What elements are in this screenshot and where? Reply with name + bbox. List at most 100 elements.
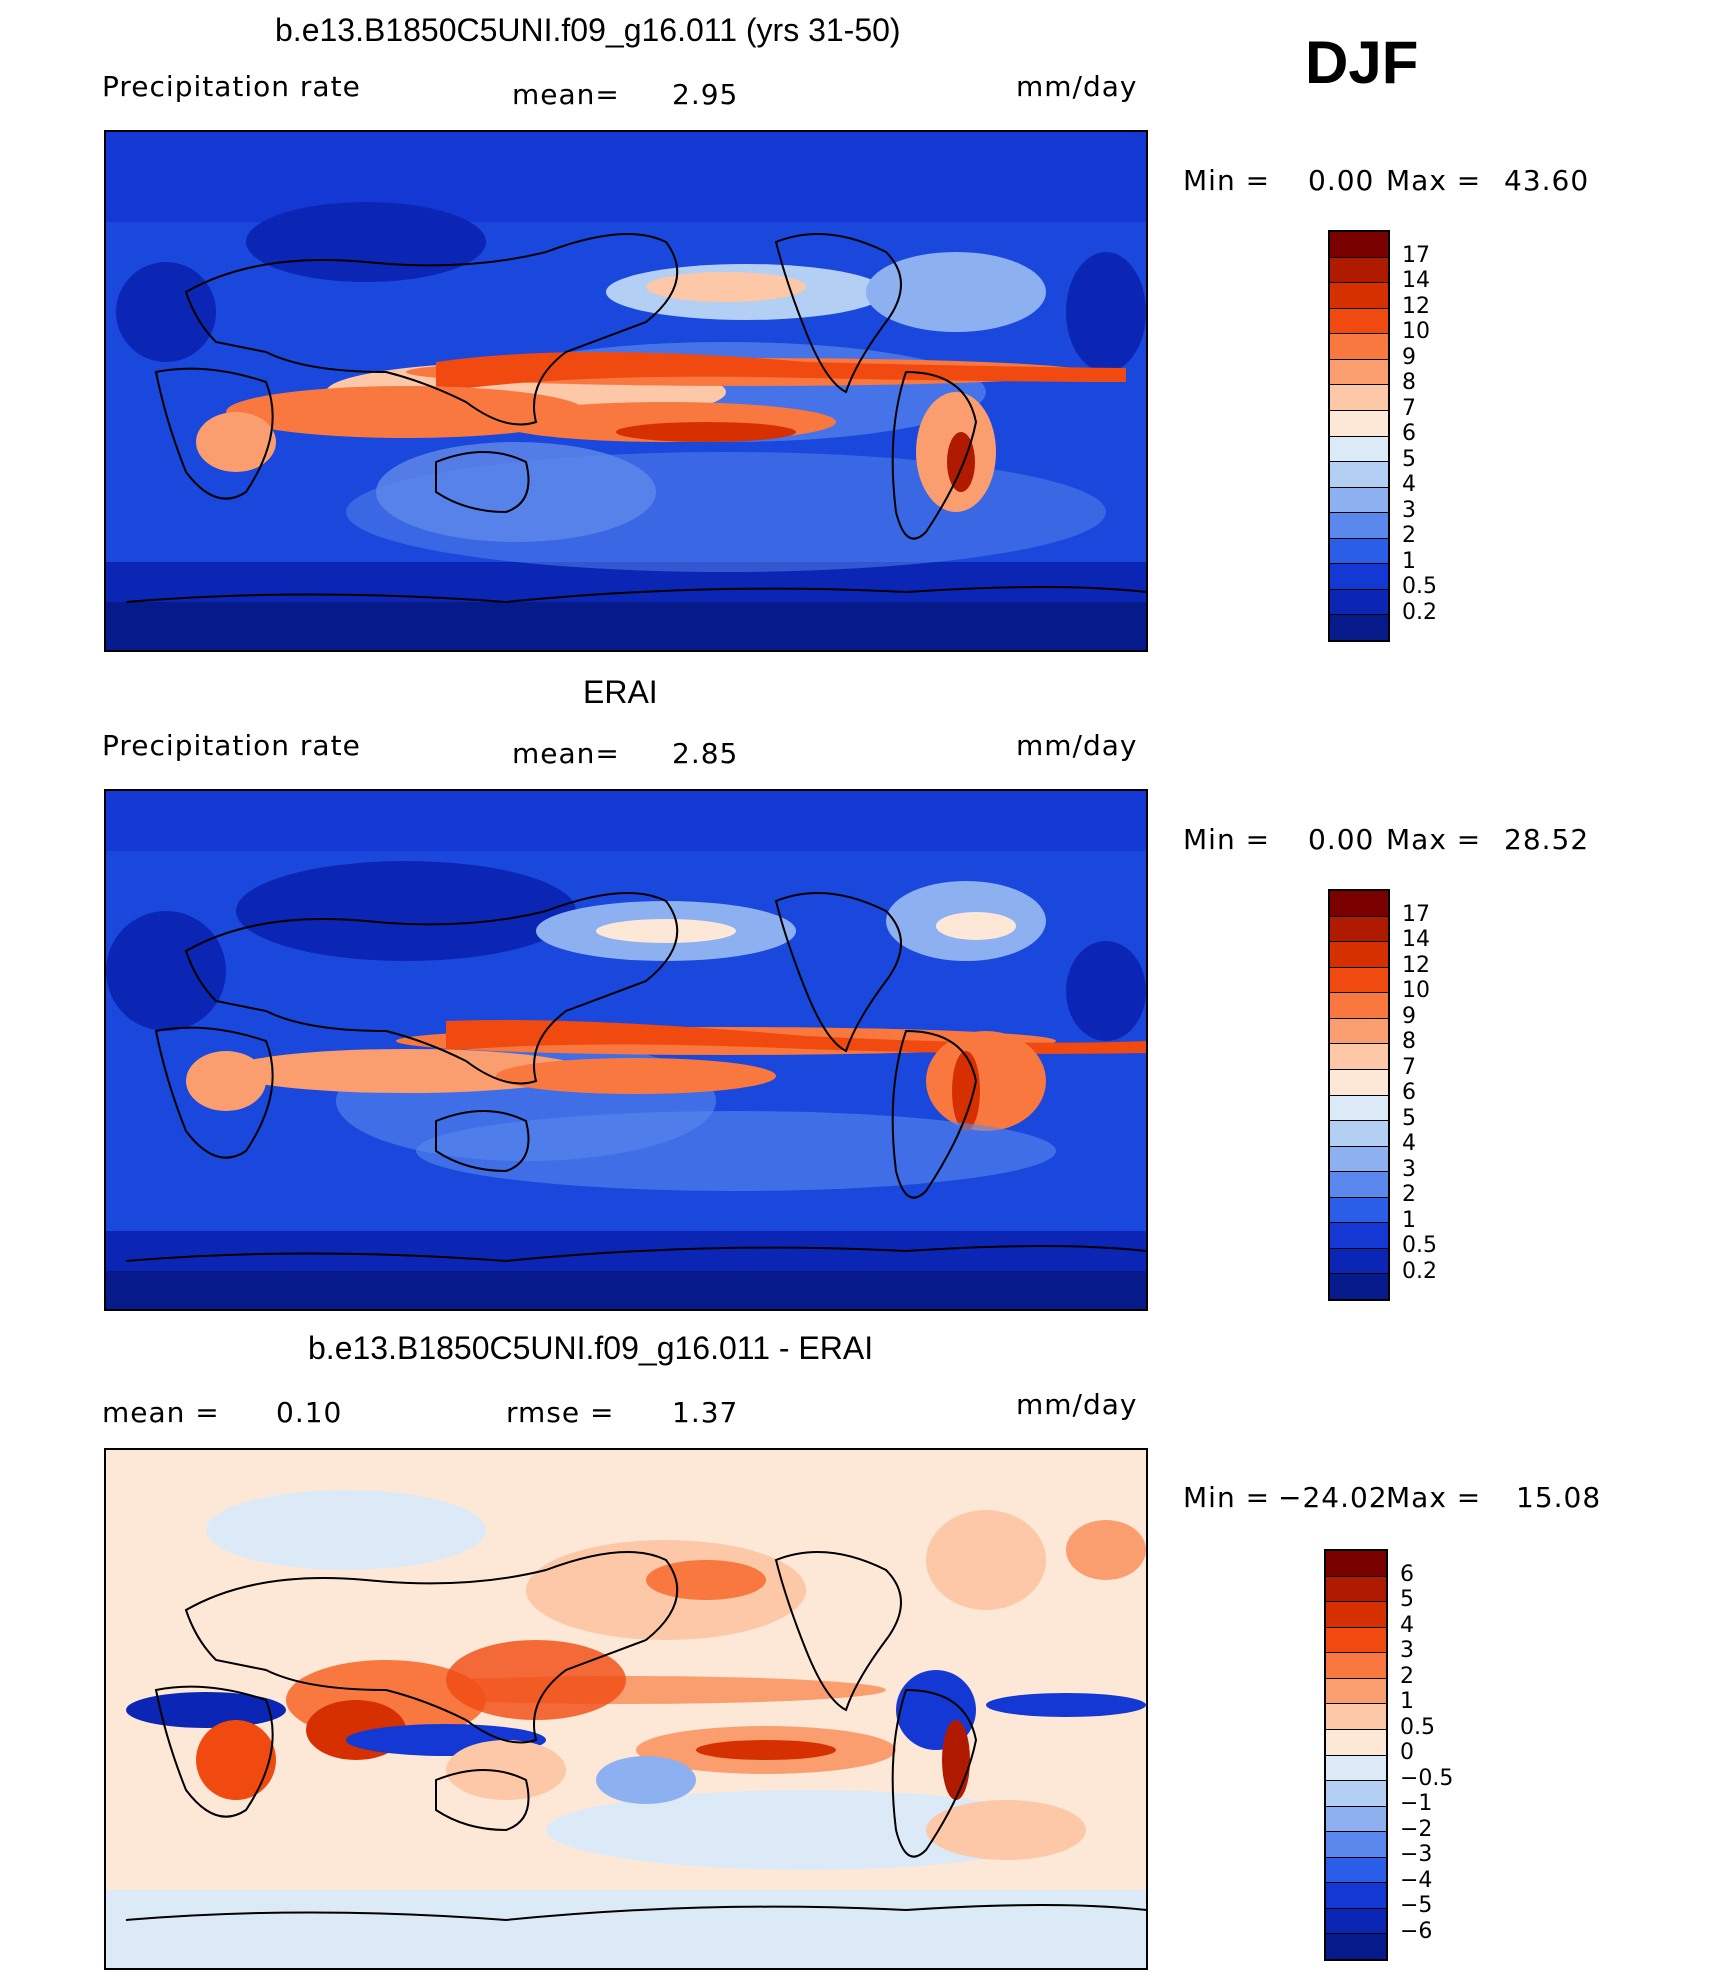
colorbar-segment <box>1330 538 1388 565</box>
panel1-map <box>104 130 1148 652</box>
colorbar-tick-label: 1 <box>1400 1689 1414 1714</box>
colorbar-segment <box>1330 1095 1388 1122</box>
colorbar-segment <box>1330 1069 1388 1096</box>
panel3-min-label: Min = <box>1183 1481 1271 1514</box>
colorbar-segment <box>1326 1627 1386 1654</box>
colorbar-tick-label: 5 <box>1400 1587 1414 1612</box>
colorbar-segment <box>1330 385 1388 411</box>
colorbar-segment <box>1330 1197 1388 1224</box>
panel3-mean-label: mean = <box>102 1396 220 1429</box>
colorbar-segment <box>1330 615 1388 640</box>
colorbar-segment <box>1330 257 1388 284</box>
colorbar-tick-label: 6 <box>1402 1080 1416 1105</box>
colorbar-tick-label: 0.5 <box>1402 1233 1437 1258</box>
colorbar-tick-label: 1 <box>1402 548 1416 574</box>
colorbar-tick-label: 14 <box>1402 268 1430 293</box>
colorbar-tick-label: 8 <box>1402 1029 1416 1054</box>
panel2-mean-label: mean= <box>512 737 620 770</box>
panel3-rmse-label: rmse = <box>506 1396 615 1429</box>
colorbar-segment <box>1330 1044 1388 1070</box>
panel3-units: mm/day <box>1016 1388 1138 1421</box>
colorbar-tick-label: 10 <box>1402 978 1430 1003</box>
panel3-max-value: 15.08 <box>1516 1481 1602 1514</box>
colorbar-segment <box>1330 916 1388 943</box>
colorbar-segment <box>1330 564 1388 590</box>
panel1-colorbar <box>1328 230 1390 642</box>
colorbar-segment <box>1330 436 1388 463</box>
panel1-title: b.e13.B1850C5UNI.f09_g16.011 (yrs 31-50) <box>275 12 901 48</box>
colorbar-segment <box>1330 1146 1388 1173</box>
colorbar-segment <box>1330 589 1388 616</box>
colorbar-segment <box>1330 1248 1388 1275</box>
colorbar-tick-label: −1 <box>1400 1791 1433 1816</box>
colorbar-tick-label: 10 <box>1402 319 1430 344</box>
colorbar-segment <box>1326 1781 1386 1807</box>
colorbar-tick-label: −5 <box>1400 1893 1433 1918</box>
colorbar-segment <box>1330 283 1388 309</box>
panel1-variable: Precipitation rate <box>102 70 361 103</box>
panel2-min-value: 0.00 <box>1308 823 1375 856</box>
colorbar-tick-label: 8 <box>1402 370 1416 395</box>
colorbar-segment <box>1326 1806 1386 1833</box>
colorbar-segment <box>1330 334 1388 360</box>
colorbar-segment <box>1326 1832 1386 1858</box>
colorbar-segment <box>1330 462 1388 488</box>
panel2-max-value: 28.52 <box>1504 823 1590 856</box>
colorbar-segment <box>1330 967 1388 994</box>
panel2-map <box>104 789 1148 1311</box>
colorbar-tick-label: 0.2 <box>1402 1258 1437 1284</box>
panel3-map <box>104 1448 1148 1970</box>
colorbar-tick-label: 0.5 <box>1400 1714 1435 1740</box>
colorbar-segment <box>1326 1704 1386 1730</box>
colorbar-segment <box>1326 1653 1386 1679</box>
panel3-mean-value: 0.10 <box>276 1396 343 1429</box>
colorbar-segment <box>1326 1755 1386 1782</box>
panel2-max-label: Max = <box>1386 823 1482 856</box>
colorbar-tick-label: 17 <box>1402 901 1430 927</box>
colorbar-segment <box>1330 487 1388 514</box>
colorbar-tick-label: 4 <box>1400 1612 1414 1638</box>
colorbar-segment <box>1326 1551 1386 1577</box>
panel2-mean-value: 2.85 <box>672 737 739 770</box>
colorbar-tick-label: 3 <box>1400 1638 1414 1663</box>
colorbar-tick-label: 6 <box>1402 421 1416 446</box>
colorbar-segment <box>1330 993 1388 1019</box>
colorbar-segment <box>1326 1729 1386 1756</box>
panel3-colorbar <box>1324 1549 1388 1961</box>
colorbar-segment <box>1330 1274 1388 1299</box>
colorbar-tick-label: 7 <box>1402 395 1416 421</box>
panel3-title: b.e13.B1850C5UNI.f09_g16.011 - ERAI <box>308 1330 874 1366</box>
colorbar-tick-label: 14 <box>1402 927 1430 952</box>
colorbar-tick-label: −6 <box>1400 1918 1433 1944</box>
colorbar-tick-label: 5 <box>1402 1105 1416 1131</box>
colorbar-tick-label: 6 <box>1400 1561 1414 1587</box>
colorbar-segment <box>1330 513 1388 539</box>
panel2-title: ERAI <box>583 674 658 710</box>
panel2-units: mm/day <box>1016 729 1138 762</box>
panel1-min-label: Min = <box>1183 164 1271 197</box>
colorbar-segment <box>1330 1172 1388 1198</box>
panel3-rmse-value: 1.37 <box>672 1396 739 1429</box>
panel2-min-label: Min = <box>1183 823 1271 856</box>
panel1-max-value: 43.60 <box>1504 164 1590 197</box>
panel2-variable: Precipitation rate <box>102 729 361 762</box>
colorbar-segment <box>1326 1908 1386 1935</box>
colorbar-tick-label: 17 <box>1402 242 1430 268</box>
colorbar-tick-label: −3 <box>1400 1842 1433 1867</box>
colorbar-tick-label: 4 <box>1402 472 1416 497</box>
panel1-mean-value: 2.95 <box>672 78 739 111</box>
colorbar-segment <box>1330 1121 1388 1147</box>
colorbar-segment <box>1326 1857 1386 1884</box>
colorbar-segment <box>1326 1883 1386 1909</box>
colorbar-segment <box>1330 942 1388 968</box>
colorbar-tick-label: 5 <box>1402 446 1416 472</box>
colorbar-segment <box>1330 1018 1388 1045</box>
colorbar-tick-label: −2 <box>1400 1816 1433 1842</box>
panel1-max-label: Max = <box>1386 164 1482 197</box>
colorbar-tick-label: 1 <box>1402 1207 1416 1233</box>
colorbar-tick-label: 0.2 <box>1402 599 1437 625</box>
colorbar-segment <box>1330 232 1388 258</box>
season-label: DJF <box>1305 29 1419 96</box>
colorbar-segment <box>1326 1678 1386 1705</box>
colorbar-segment <box>1330 410 1388 437</box>
